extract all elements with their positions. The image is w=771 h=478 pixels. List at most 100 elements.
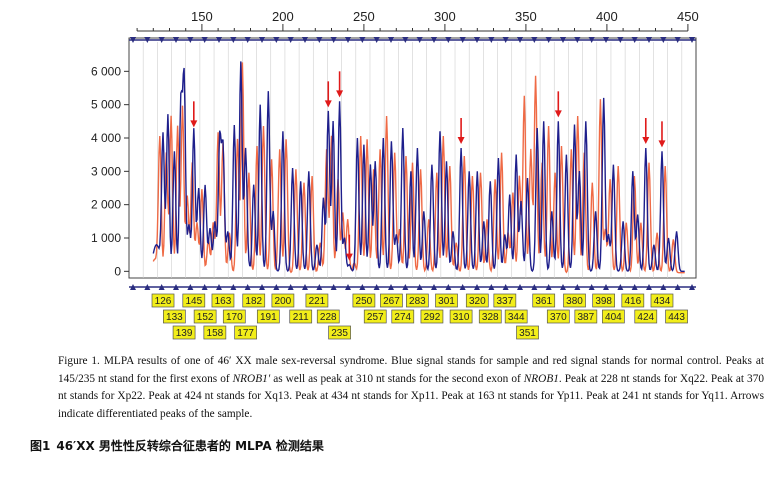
peak-label-box <box>182 293 206 308</box>
peak-label-text: 267 <box>383 296 400 307</box>
peak-label-text: 163 <box>215 296 232 307</box>
peak-label-text: 380 <box>566 296 583 307</box>
marker-strip-top-tick <box>130 37 136 43</box>
marker-strip-top-tick <box>474 37 480 43</box>
marker-strip-bottom-tick <box>603 284 609 290</box>
marker-strip-bottom-tick <box>588 284 595 290</box>
marker-strip-bottom-tick <box>660 284 667 290</box>
peak-label-box <box>391 309 415 324</box>
marker-strip-bottom-tick <box>574 284 581 290</box>
peak-label-text: 177 <box>237 328 254 339</box>
peak-label-text: 191 <box>260 312 277 323</box>
peak-label-text: 434 <box>654 296 671 307</box>
marker-strip-bottom-tick <box>617 284 624 290</box>
marker-strip-bottom-tick <box>144 284 151 290</box>
x-tick-label: 250 <box>353 9 375 24</box>
marker-strip-top-tick <box>646 37 652 43</box>
marker-strip-bottom-tick <box>173 284 179 290</box>
marker-strip-top-tick <box>373 37 380 43</box>
x-tick-label: 350 <box>515 9 537 24</box>
marker-strip-top-tick <box>216 37 222 43</box>
marker-strip-bottom-tick <box>230 284 237 290</box>
marker-strip-bottom-tick <box>345 284 351 290</box>
x-tick-label: 400 <box>596 9 618 24</box>
marker-strip-top-tick <box>158 37 165 43</box>
marker-strip-bottom-tick <box>545 284 552 290</box>
y-axis: 0 1 000 2 000 3 000 4 000 5 000 6 000 <box>91 64 129 278</box>
peak-label-text: 211 <box>293 312 309 323</box>
marker-strip-top-tick <box>316 37 323 43</box>
marker-strip-bottom-tick <box>187 284 194 290</box>
peak-label-box <box>546 309 570 324</box>
peak-label-text: 328 <box>482 312 499 323</box>
marker-strip-bottom-tick <box>631 284 638 290</box>
peak-label-text: 292 <box>424 312 441 323</box>
peak-label-box <box>532 293 556 308</box>
marker-strip-bottom-tick <box>216 284 222 290</box>
difference-arrow-head <box>642 137 650 144</box>
marker-strip-bottom-tick <box>158 284 165 290</box>
marker-strip-top-tick <box>631 37 638 43</box>
peak-label-box <box>305 293 329 308</box>
peak-label-text: 416 <box>624 296 641 307</box>
x-tick-label: 300 <box>434 9 456 24</box>
series-sample-line <box>152 61 685 273</box>
peak-label-text: 158 <box>207 328 224 339</box>
peak-label-text: 320 <box>469 296 486 307</box>
peak-label-box <box>222 309 246 324</box>
marker-strip-top-tick <box>287 37 294 43</box>
peak-label-box <box>193 309 217 324</box>
series-sample-trace <box>152 61 685 273</box>
figure-caption-chinese-label: 图1 <box>30 439 51 453</box>
peak-label-text: 283 <box>409 296 426 307</box>
marker-strip-top <box>129 37 696 43</box>
peak-label-box <box>406 293 429 308</box>
marker-strip-bottom-tick <box>359 284 366 290</box>
peak-label-box <box>234 325 257 340</box>
marker-strip-bottom-tick <box>201 284 208 290</box>
marker-strip-top-tick <box>330 37 337 43</box>
marker-strip-bottom-tick <box>259 284 265 290</box>
marker-strip-top-tick <box>201 37 208 43</box>
x-axis: 150 200 250 300 350 400 450 <box>136 9 699 32</box>
marker-strip-top-tick <box>388 37 394 43</box>
marker-strip-bottom-tick <box>273 284 280 290</box>
peak-label-text: 139 <box>176 328 193 339</box>
marker-strip-top-tick <box>230 37 237 43</box>
marker-strip-bottom-tick <box>445 284 452 290</box>
marker-strip-top-tick <box>560 37 566 43</box>
figure-caption-gene-2: NROB1 <box>523 372 559 385</box>
peak-label-text: 257 <box>367 312 384 323</box>
marker-strip-top-tick <box>502 37 509 43</box>
peak-label-box <box>211 293 235 308</box>
marker-strip-bottom-tick <box>517 284 523 290</box>
peak-label-text: 404 <box>605 312 622 323</box>
marker-strip-top-tick <box>617 37 624 43</box>
peak-label-text: 228 <box>320 312 337 323</box>
peak-label-box <box>420 309 444 324</box>
peak-label-text: 361 <box>535 296 552 307</box>
peak-label-box <box>256 309 280 324</box>
figure-caption-part-3: . Peak at 228 nt stands for Xq22. Peak a… <box>58 372 764 420</box>
y-tick-label: 3 000 <box>91 164 121 178</box>
peak-label-box <box>602 309 625 324</box>
marker-strip-bottom-tick <box>244 284 251 290</box>
peak-label-box <box>380 293 403 308</box>
peak-label-text: 235 <box>331 328 348 339</box>
marker-strip-top-tick <box>445 37 452 43</box>
peak-label-text: 387 <box>577 312 594 323</box>
peak-label-box <box>621 293 645 308</box>
peak-label-box <box>352 293 376 308</box>
difference-arrow-head <box>554 110 562 118</box>
marker-strip-bottom-tick <box>689 284 695 290</box>
figure-caption-label: Figure 1. <box>58 355 100 367</box>
marker-strip-top-tick <box>173 37 179 43</box>
marker-strip-top-tick <box>674 37 681 43</box>
peak-label-text: 182 <box>245 296 262 307</box>
peak-label-box <box>435 293 458 308</box>
peak-label-box <box>665 309 688 324</box>
peak-label-box <box>316 309 340 324</box>
peak-label-text: 170 <box>226 312 243 323</box>
marker-strip-top-tick <box>588 37 595 43</box>
figure-caption-gene-1: NROB1′ <box>232 372 271 385</box>
